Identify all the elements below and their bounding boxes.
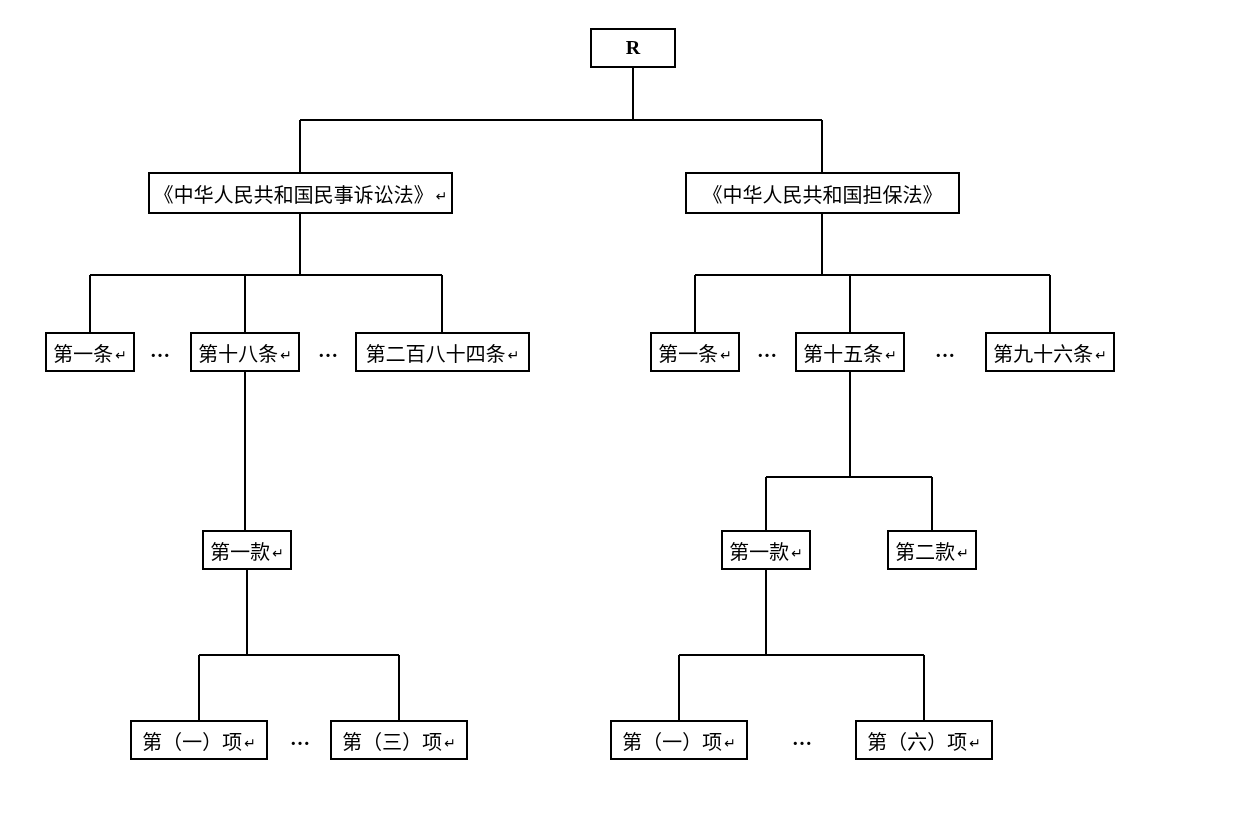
tree-node: 第九十六条↵ xyxy=(985,332,1115,372)
ellipsis: … xyxy=(757,340,779,363)
return-mark-icon: ↵ xyxy=(115,348,127,365)
node-label: 第（三）项 xyxy=(342,726,442,755)
node-label: 第（一）项 xyxy=(622,726,722,755)
node-label: R xyxy=(626,37,640,60)
return-mark-icon: ↵ xyxy=(885,348,897,365)
ellipsis: … xyxy=(792,728,814,751)
tree-node: 第（一）项↵ xyxy=(610,720,748,760)
return-mark-icon: ↵ xyxy=(791,546,803,563)
ellipsis: … xyxy=(290,728,312,751)
tree-node: 第一条↵ xyxy=(650,332,740,372)
node-label: 第十五条 xyxy=(803,338,883,367)
node-label: 第（一）项 xyxy=(142,726,242,755)
return-mark-icon: ↵ xyxy=(720,348,732,365)
tree-node: 《中华人民共和国民事诉讼法》↵ xyxy=(148,172,453,214)
tree-node: 第一条↵ xyxy=(45,332,135,372)
return-mark-icon: ↵ xyxy=(280,348,292,365)
tree-node: 《中华人民共和国担保法》 xyxy=(685,172,960,214)
node-label: 《中华人民共和国担保法》 xyxy=(703,179,943,208)
tree-node: 第一款↵ xyxy=(202,530,292,570)
tree-edges xyxy=(0,0,1239,825)
return-mark-icon: ↵ xyxy=(969,736,981,753)
tree-node: 第十五条↵ xyxy=(795,332,905,372)
ellipsis: … xyxy=(150,340,172,363)
return-mark-icon: ↵ xyxy=(272,546,284,563)
tree-node: 第二款↵ xyxy=(887,530,977,570)
return-mark-icon: ↵ xyxy=(436,189,448,206)
tree-node: 第一款↵ xyxy=(721,530,811,570)
tree-node: 第（三）项↵ xyxy=(330,720,468,760)
node-label: 第九十六条 xyxy=(993,338,1093,367)
ellipsis: … xyxy=(935,340,957,363)
return-mark-icon: ↵ xyxy=(724,736,736,753)
return-mark-icon: ↵ xyxy=(244,736,256,753)
return-mark-icon: ↵ xyxy=(508,348,520,365)
tree-node: R xyxy=(590,28,676,68)
node-label: 第一款 xyxy=(210,536,270,565)
ellipsis: … xyxy=(318,340,340,363)
node-label: 第二款 xyxy=(895,536,955,565)
tree-node: 第二百八十四条↵ xyxy=(355,332,530,372)
node-label: 第二百八十四条 xyxy=(366,338,506,367)
tree-node: 第十八条↵ xyxy=(190,332,300,372)
node-label: 《中华人民共和国民事诉讼法》 xyxy=(154,179,434,208)
node-label: 第一条 xyxy=(658,338,718,367)
return-mark-icon: ↵ xyxy=(444,736,456,753)
tree-node: 第（一）项↵ xyxy=(130,720,268,760)
return-mark-icon: ↵ xyxy=(1095,348,1107,365)
node-label: 第（六）项 xyxy=(867,726,967,755)
tree-node: 第（六）项↵ xyxy=(855,720,993,760)
return-mark-icon: ↵ xyxy=(957,546,969,563)
node-label: 第一款 xyxy=(729,536,789,565)
node-label: 第一条 xyxy=(53,338,113,367)
node-label: 第十八条 xyxy=(198,338,278,367)
